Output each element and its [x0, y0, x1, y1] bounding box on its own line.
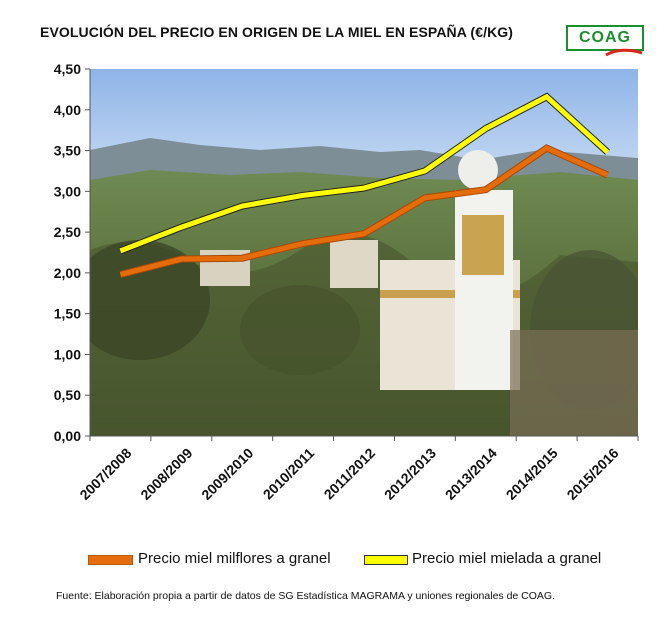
y-tick-label: 1,50	[54, 306, 81, 322]
x-tick-label: 2011/2012	[321, 445, 379, 503]
series-lines	[119, 92, 610, 278]
background-photo	[90, 69, 638, 436]
logo-swoosh-icon	[605, 48, 643, 57]
x-tick-label: 2013/2014	[442, 445, 500, 503]
y-tick-label: 0,00	[54, 428, 81, 444]
x-tick-label: 2012/2013	[381, 445, 439, 503]
x-tick-label: 2010/2011	[260, 445, 318, 503]
x-tick-label: 2009/2010	[198, 445, 256, 503]
x-tick-label: 2007/2008	[76, 445, 134, 503]
legend-swatch-milflores	[88, 555, 133, 565]
y-tick-label: 4,50	[54, 61, 81, 77]
legend-label-milflores: Precio miel milflores a granel	[138, 550, 331, 567]
x-tick-label: 2008/2009	[137, 445, 195, 503]
logo-text: COAG	[566, 25, 644, 51]
axes	[89, 69, 638, 437]
legend-label-mielada: Precio miel mielada a granel	[412, 550, 602, 567]
y-tick-label: 2,00	[54, 265, 81, 281]
chart-title: EVOLUCIÓN DEL PRECIO EN ORIGEN DE LA MIE…	[40, 24, 514, 40]
y-ticks: 0,00 0,50 1,00 1,50 2,00 2,50 3,00 3,50 4,00 4,50	[54, 61, 90, 444]
x-ticks: 2007/2008 2008/2009 2009/2010 2010/2011 2011…	[76, 436, 639, 503]
y-tick-label: 3,00	[54, 183, 81, 199]
y-tick-label: 0,50	[54, 387, 81, 403]
x-tick-label: 2014/2015	[503, 445, 561, 503]
y-tick-label: 2,50	[54, 224, 81, 240]
y-tick-label: 1,00	[54, 346, 81, 362]
y-tick-label: 3,50	[54, 143, 81, 159]
y-tick-label: 4,00	[54, 102, 81, 118]
source-note: Fuente: Elaboración propia a partir de d…	[56, 590, 556, 602]
legend-swatch-mielada	[364, 555, 408, 565]
x-tick-label: 2015/2016	[564, 445, 622, 503]
coag-logo: COAG	[566, 25, 646, 59]
